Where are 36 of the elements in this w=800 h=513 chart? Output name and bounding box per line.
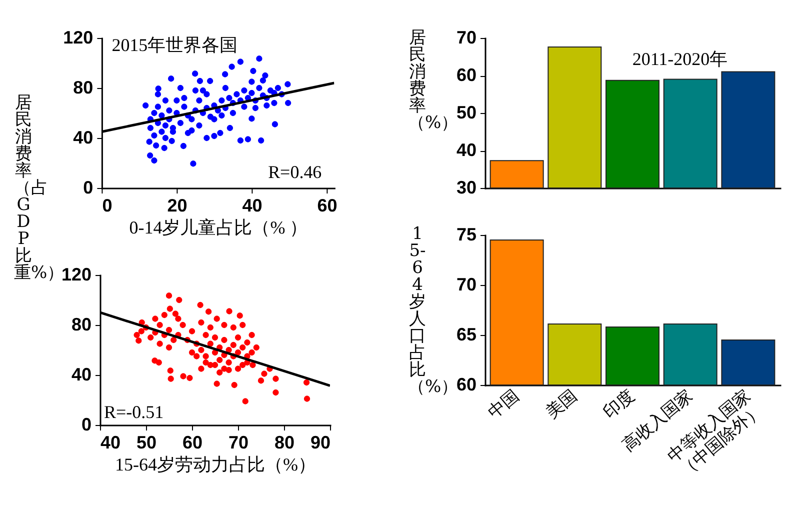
- y-tick-label: 40: [456, 140, 476, 160]
- annotation: 2011-2020年: [632, 49, 728, 69]
- x-tick-label: 美国: [542, 386, 580, 422]
- y-tick-label: 65: [456, 324, 476, 344]
- x-tick-label: 70: [228, 432, 249, 452]
- x-tick-label: 中国: [484, 386, 523, 422]
- x-tick-label: 40: [242, 195, 262, 216]
- y-tick-label: 120: [63, 28, 94, 48]
- y-tick-label: 30: [456, 178, 476, 198]
- x-tick-label: 90: [310, 432, 330, 452]
- annotation: R=0.46: [268, 162, 322, 182]
- y-tick-label: 80: [71, 314, 92, 334]
- x-tick-label: 60: [182, 432, 203, 452]
- x-tick-label: 0: [102, 195, 112, 216]
- x-tick-label: 20: [167, 195, 188, 216]
- annotation: 2015年世界各国: [112, 35, 238, 56]
- y-tick-label: 50: [456, 102, 476, 122]
- x-tick-label: 40: [100, 432, 121, 452]
- y-tick-label: 75: [456, 224, 476, 244]
- text: 15-64岁人口占比（%）: [408, 224, 458, 397]
- y-tick-label: 60: [456, 65, 476, 85]
- y-axis-title: 居民消费率（%）: [408, 28, 458, 133]
- y-tick-label: 0: [83, 178, 94, 198]
- y-tick-label: 40: [71, 364, 92, 384]
- annotation: R=-0.51: [104, 402, 164, 422]
- y-tick-label: 80: [73, 78, 94, 98]
- x-tick-label: 80: [274, 432, 295, 452]
- x-axis-title: 0-14岁儿童占比（% ）: [129, 217, 308, 238]
- x-tick-label: 60: [317, 195, 338, 216]
- x-tick-label: 50: [136, 432, 157, 452]
- y-tick-label: 70: [456, 28, 476, 48]
- y-tick-label: 120: [61, 264, 92, 284]
- x-axis-title: 15-64岁劳动力占比（%）: [115, 454, 316, 474]
- x-tick-label: 印度: [600, 386, 638, 422]
- y-tick-label: 40: [73, 128, 94, 148]
- y-tick-label: 70: [456, 274, 476, 294]
